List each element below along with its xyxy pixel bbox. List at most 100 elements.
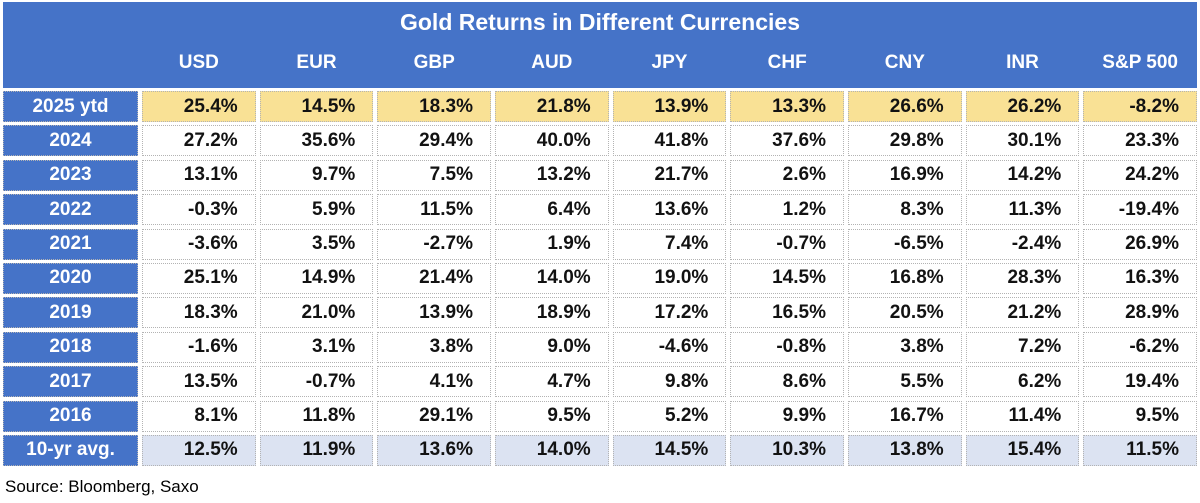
value-cell: -2.7% — [377, 228, 491, 260]
value-cell: 13.1% — [142, 159, 256, 191]
value-cell: 16.3% — [1083, 262, 1197, 294]
value-cell: 16.5% — [730, 297, 844, 329]
row-label: 2016 — [3, 400, 138, 432]
value-cell: 4.1% — [377, 366, 491, 398]
table-body: 2025 ytd 25.4% 14.5% 18.3% 21.8% 13.9% 13.3% 26… — [3, 91, 1197, 466]
value-cell: -1.6% — [142, 331, 256, 363]
row-label: 2018 — [3, 331, 138, 363]
value-cell: 11.9% — [259, 434, 374, 466]
value-cell: 29.4% — [377, 125, 491, 157]
column-header-jpy: JPY — [651, 52, 688, 73]
value-cell: 30.1% — [965, 125, 1080, 157]
value-cell: 14.5% — [730, 262, 844, 294]
value-cell: 7.4% — [612, 228, 727, 260]
value-cell: 26.6% — [847, 91, 962, 122]
value-cell: 18.9% — [494, 297, 609, 329]
value-cell: 26.9% — [1083, 228, 1197, 260]
value-cell: 1.2% — [730, 194, 844, 226]
returns-table: Gold Returns in Different Currencies USD… — [3, 2, 1197, 466]
value-cell: 35.6% — [259, 125, 374, 157]
row-label: 2025 ytd — [3, 91, 138, 122]
value-cell: -6.5% — [847, 228, 962, 260]
value-cell: 11.8% — [259, 400, 374, 432]
value-cell: 9.5% — [494, 400, 609, 432]
value-cell: 8.3% — [847, 194, 962, 226]
column-header-inr: INR — [1006, 52, 1039, 73]
value-cell: 13.3% — [730, 91, 844, 122]
value-cell: 37.6% — [730, 125, 844, 157]
value-cell: 40.0% — [494, 125, 609, 157]
value-cell: 7.5% — [377, 159, 491, 191]
value-cell: 14.2% — [965, 159, 1080, 191]
value-cell: 13.9% — [612, 91, 727, 122]
value-cell: 6.4% — [494, 194, 609, 226]
value-cell: -2.4% — [965, 228, 1080, 260]
value-cell: 2.6% — [730, 159, 844, 191]
value-cell: 12.5% — [142, 434, 256, 466]
value-cell: 16.7% — [847, 400, 962, 432]
value-cell: 14.5% — [259, 91, 374, 122]
row-label: 2024 — [3, 125, 138, 157]
value-cell: 13.9% — [377, 297, 491, 329]
value-cell: 7.2% — [965, 331, 1080, 363]
value-cell: 17.2% — [612, 297, 727, 329]
value-cell: 5.9% — [259, 194, 374, 226]
value-cell: 21.8% — [494, 91, 609, 122]
value-cell: 11.4% — [965, 400, 1080, 432]
value-cell: -19.4% — [1083, 194, 1197, 226]
row-label: 2020 — [3, 262, 138, 294]
value-cell: 29.1% — [377, 400, 491, 432]
value-cell: 16.9% — [847, 159, 962, 191]
value-cell: 5.5% — [847, 366, 962, 398]
value-cell: 5.2% — [612, 400, 727, 432]
row-label: 2019 — [3, 297, 138, 329]
value-cell: 13.5% — [142, 366, 256, 398]
value-cell: 29.8% — [847, 125, 962, 157]
column-header-s-p-500: S&P 500 — [1102, 52, 1178, 73]
value-cell: 9.7% — [259, 159, 374, 191]
value-cell: 21.7% — [612, 159, 727, 191]
value-cell: 14.9% — [259, 262, 374, 294]
value-cell: 9.8% — [612, 366, 727, 398]
value-cell: 21.0% — [259, 297, 374, 329]
value-cell: 10.3% — [730, 434, 844, 466]
value-cell: 14.0% — [494, 434, 609, 466]
column-header-usd: USD — [178, 52, 219, 73]
value-cell: 9.5% — [1083, 400, 1197, 432]
value-cell: 20.5% — [847, 297, 962, 329]
row-label: 2023 — [3, 159, 138, 191]
value-cell: 21.4% — [377, 262, 491, 294]
value-cell: 41.8% — [612, 125, 727, 157]
column-header-gbp: GBP — [413, 52, 455, 73]
value-cell: 6.2% — [965, 366, 1080, 398]
row-label: 2017 — [3, 366, 138, 398]
value-cell: 11.3% — [965, 194, 1080, 226]
value-cell: 25.4% — [142, 91, 256, 122]
currency-header-row: USD EUR GBP AUD JPY CHF CNY INR S&P 500 — [3, 36, 1197, 88]
column-header-eur: EUR — [296, 52, 337, 73]
value-cell: 13.6% — [612, 194, 727, 226]
value-cell: 26.2% — [965, 91, 1080, 122]
value-cell: 13.8% — [847, 434, 962, 466]
value-cell: 1.9% — [494, 228, 609, 260]
table-title: Gold Returns in Different Currencies — [399, 9, 800, 35]
value-cell: 27.2% — [142, 125, 256, 157]
column-header-aud: AUD — [531, 52, 573, 73]
value-cell: 4.7% — [494, 366, 609, 398]
value-cell: -0.7% — [259, 366, 374, 398]
value-cell: -0.3% — [142, 194, 256, 226]
value-cell: 14.5% — [612, 434, 727, 466]
value-cell: 14.0% — [494, 262, 609, 294]
source-caption: Source: Bloomberg, Saxo — [5, 477, 199, 496]
column-header-chf: CHF — [767, 52, 807, 73]
value-cell: -3.6% — [142, 228, 256, 260]
value-cell: 3.8% — [377, 331, 491, 363]
value-cell: 13.2% — [494, 159, 609, 191]
value-cell: 3.1% — [259, 331, 374, 363]
row-label: 10-yr avg. — [3, 434, 138, 466]
value-cell: 3.8% — [847, 331, 962, 363]
value-cell: 15.4% — [965, 434, 1080, 466]
value-cell: 8.1% — [142, 400, 256, 432]
value-cell: 3.5% — [259, 228, 374, 260]
